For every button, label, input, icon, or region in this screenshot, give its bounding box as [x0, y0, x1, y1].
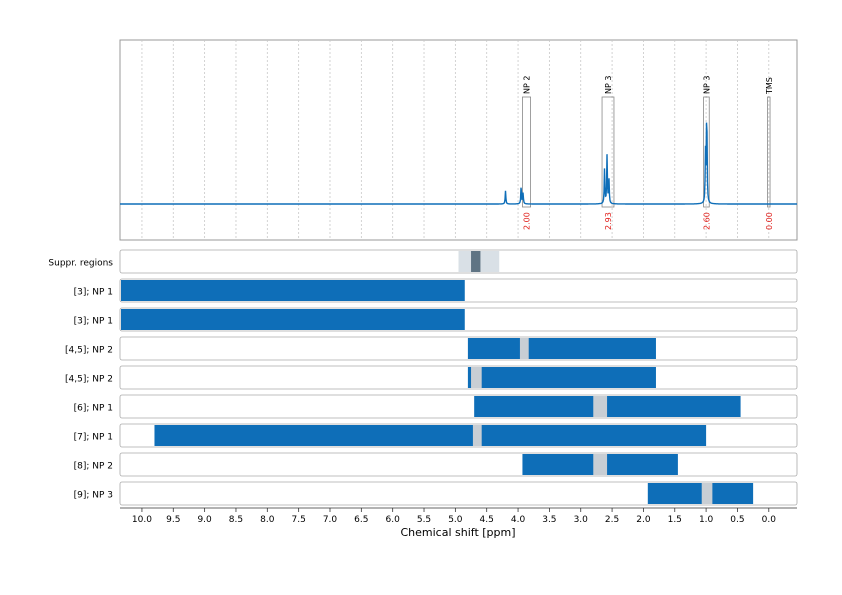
- x-axis-label: Chemical shift [ppm]: [400, 526, 515, 539]
- row-label: [7]; NP 1: [74, 433, 113, 443]
- region-bar: [121, 309, 465, 330]
- row-label: [4,5]; NP 2: [65, 375, 113, 385]
- annotation-value: 2.00: [523, 212, 532, 230]
- region-rows-panel: Suppr. regions [3]; NP 1 [3]; NP 1 [4,5]; N…: [48, 249, 798, 506]
- x-tick-label: 7.5: [291, 515, 305, 525]
- x-tick-label: 4.5: [480, 515, 494, 525]
- row-frame: [119, 452, 798, 477]
- row-label: [3]; NP 1: [74, 317, 113, 327]
- row-label: [3]; NP 1: [74, 288, 113, 298]
- row-label: [9]; NP 3: [74, 491, 113, 501]
- annotation-box: [522, 96, 531, 208]
- row-frame: [119, 365, 798, 390]
- spectrum-trace: [120, 122, 797, 205]
- x-tick-label: 0.5: [730, 515, 744, 525]
- annotation-label: NP 3: [604, 76, 613, 94]
- region-bar: [647, 483, 754, 504]
- x-tick-label: 2.5: [605, 515, 619, 525]
- x-tick-label: 3.5: [542, 515, 556, 525]
- row-label: [8]; NP 2: [74, 462, 113, 472]
- x-tick-label: 5.0: [448, 515, 463, 525]
- x-tick-label: 2.0: [636, 515, 651, 525]
- x-tick-label: 0.0: [762, 515, 777, 525]
- x-axis: 10.0 9.5 9.0 8.5 8.0 7.5 7.0 6.5 6.0 5.5 5.0 4.5 4.0…: [120, 507, 797, 525]
- region-bar: [467, 367, 656, 388]
- annotation-box: [767, 96, 771, 208]
- x-tick-label: 1.5: [668, 515, 682, 525]
- x-tick-label: 9.5: [166, 515, 180, 525]
- region-bar: [121, 280, 465, 301]
- suppression-region: [471, 251, 481, 272]
- region-gap: [593, 396, 608, 417]
- row-frame: [119, 481, 798, 506]
- x-tick-label: 8.0: [260, 515, 275, 525]
- row-label: Suppr. regions: [48, 259, 113, 269]
- x-tick-label: 5.5: [417, 515, 431, 525]
- annotation-label: NP 3: [702, 76, 711, 94]
- region-gap: [519, 338, 529, 359]
- annotation-label: NP 2: [523, 76, 532, 94]
- x-tick-label: 10.0: [132, 515, 152, 525]
- x-tick-label: 1.0: [699, 515, 714, 525]
- annotation-box: [601, 96, 615, 208]
- x-tick-label: 7.0: [323, 515, 338, 525]
- region-gap: [472, 425, 482, 446]
- annotation-value: 2.93: [604, 212, 613, 230]
- spectrum-panel: NP 2 2.00 NP 3 2.93 NP 3 2.60 TMS 0.00: [119, 39, 798, 241]
- x-tick-label: 4.0: [511, 515, 526, 525]
- region-gap: [593, 454, 608, 475]
- x-tick-label: 6.0: [386, 515, 401, 525]
- region-bar: [474, 396, 741, 417]
- row-label: [4,5]; NP 2: [65, 346, 113, 356]
- x-tick-label: 3.0: [574, 515, 589, 525]
- annotation-value: 0.00: [765, 212, 774, 230]
- x-tick-label: 9.0: [197, 515, 212, 525]
- spectrum-frame: [119, 39, 798, 241]
- row-label: [6]; NP 1: [74, 404, 113, 414]
- annotation-value: 2.60: [702, 212, 711, 230]
- region-bar: [467, 338, 656, 359]
- row-frame: [119, 336, 798, 361]
- annotation-box: [703, 96, 710, 208]
- x-tick-label: 8.5: [229, 515, 243, 525]
- region-gap: [701, 483, 713, 504]
- annotation-label: TMS: [765, 77, 774, 95]
- region-gap: [471, 367, 482, 388]
- region-bar: [154, 425, 707, 446]
- x-tick-label: 6.5: [354, 515, 368, 525]
